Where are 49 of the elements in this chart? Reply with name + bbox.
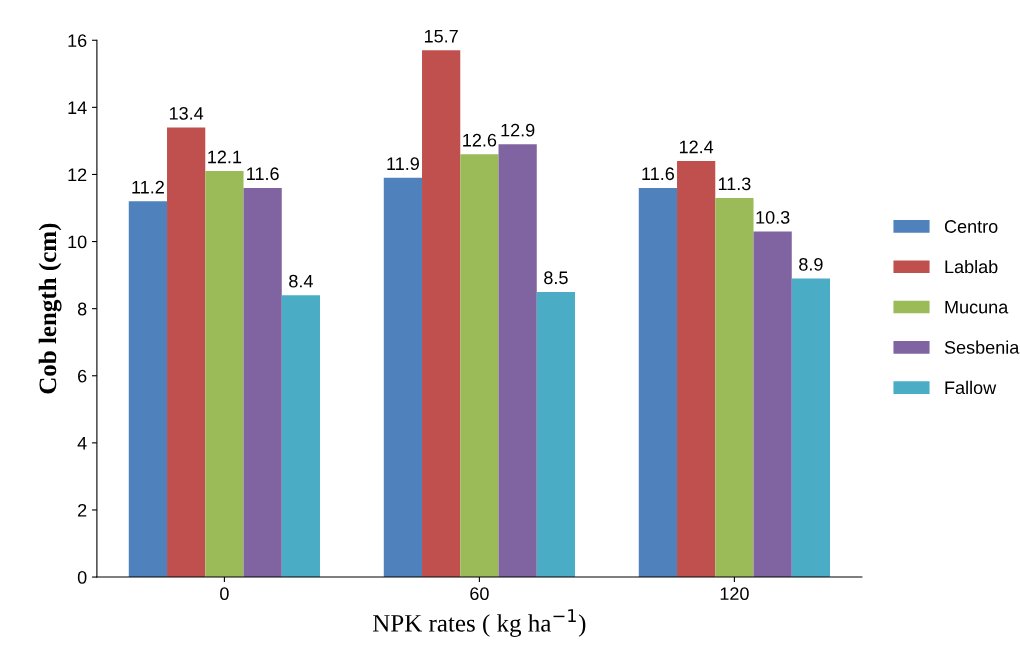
data-label: 8.5 xyxy=(544,271,568,285)
data-label: 11.6 xyxy=(247,167,279,181)
y-tick-label: 12 xyxy=(68,168,87,181)
data-label: 11.9 xyxy=(387,157,419,171)
data-label: 15.7 xyxy=(424,29,458,43)
y-tick-label: 10 xyxy=(68,235,87,249)
bar xyxy=(715,197,754,578)
legend-label: Lablab xyxy=(945,259,998,274)
bar xyxy=(536,291,576,578)
y-tick-label: 14 xyxy=(68,101,87,114)
bar xyxy=(383,177,423,578)
legend-label: Fallow xyxy=(945,380,997,395)
data-label: 12.4 xyxy=(679,140,714,154)
bar xyxy=(205,171,244,578)
data-label: 12.9 xyxy=(501,123,535,137)
bar xyxy=(460,154,499,578)
data-label: 8.4 xyxy=(289,274,313,288)
bar xyxy=(281,295,321,578)
data-label: 8.9 xyxy=(799,257,823,271)
x-axis-title: NPK rates ( kg ha$^{−1}$) xyxy=(372,609,586,637)
y-tick-label: 6 xyxy=(78,369,87,383)
data-label: 11.3 xyxy=(718,177,751,191)
bar xyxy=(422,50,461,578)
y-tick-label: 4 xyxy=(77,436,87,450)
data-label: 10.3 xyxy=(756,210,790,224)
y-tick-label: 8 xyxy=(77,302,87,316)
y-tick-label: 2 xyxy=(78,503,87,517)
bar xyxy=(498,144,537,578)
bar xyxy=(167,127,206,578)
data-label: 12.6 xyxy=(463,133,497,147)
x-tick-label: 120 xyxy=(720,587,749,601)
legend-label: Centro xyxy=(944,220,998,233)
bar xyxy=(243,187,282,578)
data-label: 12.1 xyxy=(208,150,242,164)
legend-label: Sesbenia xyxy=(944,340,1020,354)
y-tick-label: 0 xyxy=(77,570,87,584)
x-tick-label: 60 xyxy=(470,587,489,601)
data-label: 13.4 xyxy=(169,106,204,120)
y-tick-label: 16 xyxy=(68,34,87,47)
bar xyxy=(128,201,168,578)
x-tick-label: 0 xyxy=(220,587,229,601)
bar xyxy=(638,187,678,578)
data-label: 11.6 xyxy=(642,167,675,181)
bar xyxy=(753,231,792,578)
y-axis-title: Cob length (cm) xyxy=(38,223,62,394)
legend-label: Mucuna xyxy=(945,300,1009,314)
bar xyxy=(791,278,831,578)
bar xyxy=(677,161,716,578)
data-label: 11.2 xyxy=(132,180,164,194)
